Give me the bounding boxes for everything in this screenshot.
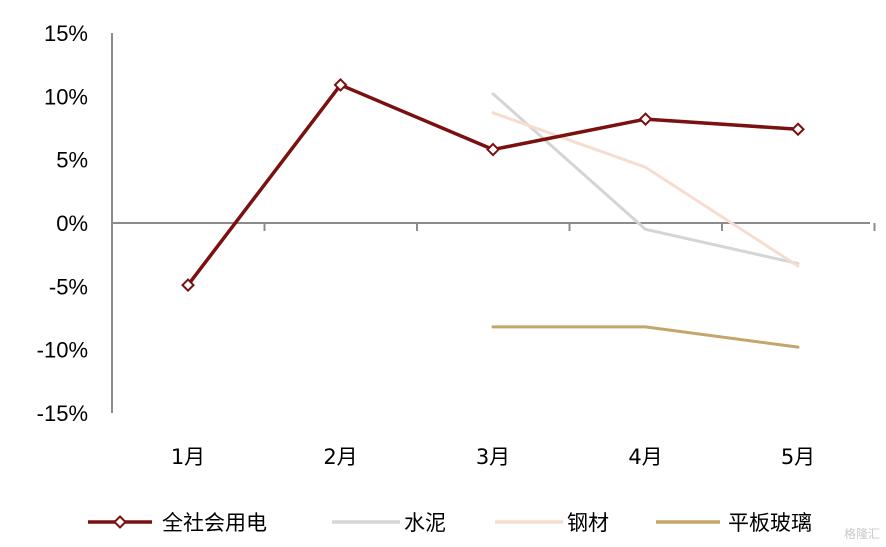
y-tick-label: 5%: [56, 148, 88, 173]
legend-label: 钢材: [567, 511, 609, 535]
data-point-marker: [181, 278, 195, 292]
legend-label: 水泥: [404, 511, 446, 535]
watermark-text: 格隆汇: [844, 526, 880, 541]
legend-label: 全社会用电: [162, 511, 267, 535]
y-tick-label: -10%: [37, 338, 88, 363]
axes: 15% 10% 5% 0% -5% -10% -15% 1月 2月 3月 4月 5月: [37, 21, 876, 469]
legend-marker: [113, 515, 127, 529]
x-tick-label: 3月: [476, 445, 510, 469]
series-line: [491, 325, 800, 349]
y-tick-label: -15%: [37, 401, 88, 426]
y-tick-label: -5%: [49, 274, 88, 299]
series-line: [491, 111, 800, 268]
data-point-marker: [638, 112, 653, 127]
y-tick-label: 10%: [44, 84, 88, 109]
series-layer: [181, 78, 805, 349]
data-point-marker: [791, 122, 805, 137]
x-tick-label: 2月: [323, 445, 357, 469]
x-tick-label: 4月: [628, 445, 662, 469]
series-line: [186, 83, 800, 287]
x-tick-label: 5月: [781, 445, 815, 469]
y-tick-label: 15%: [44, 21, 88, 46]
legend: 全社会用电 水泥 钢材 平板玻璃: [88, 511, 812, 535]
y-tick-label: 0%: [56, 211, 88, 236]
data-point-marker: [486, 142, 500, 157]
x-tick-label: 1月: [171, 445, 205, 469]
data-point-marker: [333, 78, 348, 92]
legend-label: 平板玻璃: [728, 511, 812, 535]
